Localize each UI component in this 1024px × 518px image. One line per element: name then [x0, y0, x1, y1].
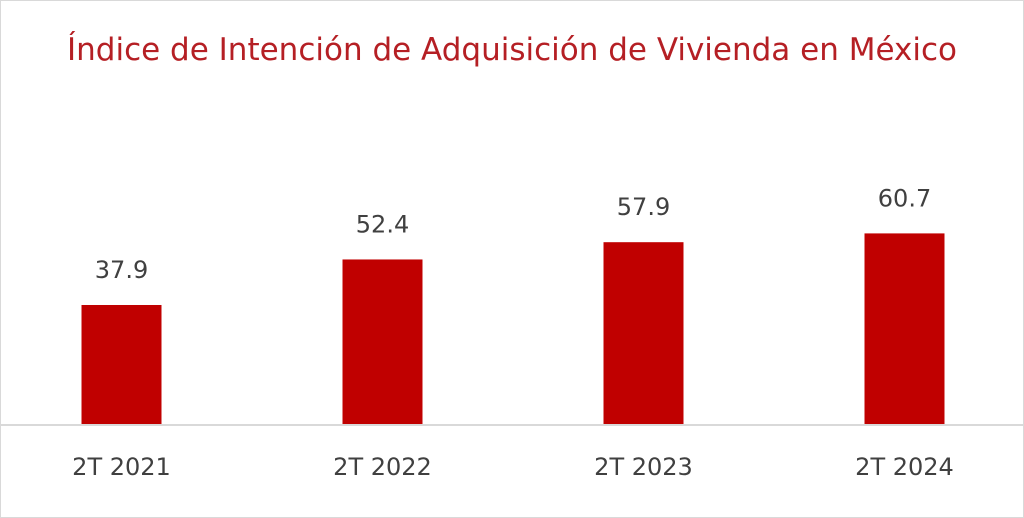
bar: [81, 304, 162, 424]
x-tick-label: 2T 2024: [855, 453, 954, 481]
x-tick-label: 2T 2021: [72, 453, 171, 481]
bar: [603, 242, 684, 424]
bar: [864, 233, 945, 424]
bar: [342, 259, 423, 424]
x-tick-label: 2T 2023: [594, 453, 693, 481]
chart-title: Índice de Intención de Adquisición de Vi…: [67, 32, 957, 68]
x-tick-label: 2T 2022: [333, 453, 432, 481]
value-label: 60.7: [878, 184, 931, 212]
value-label: 57.9: [617, 193, 670, 221]
value-label: 37.9: [95, 256, 148, 284]
value-label: 52.4: [356, 210, 409, 238]
